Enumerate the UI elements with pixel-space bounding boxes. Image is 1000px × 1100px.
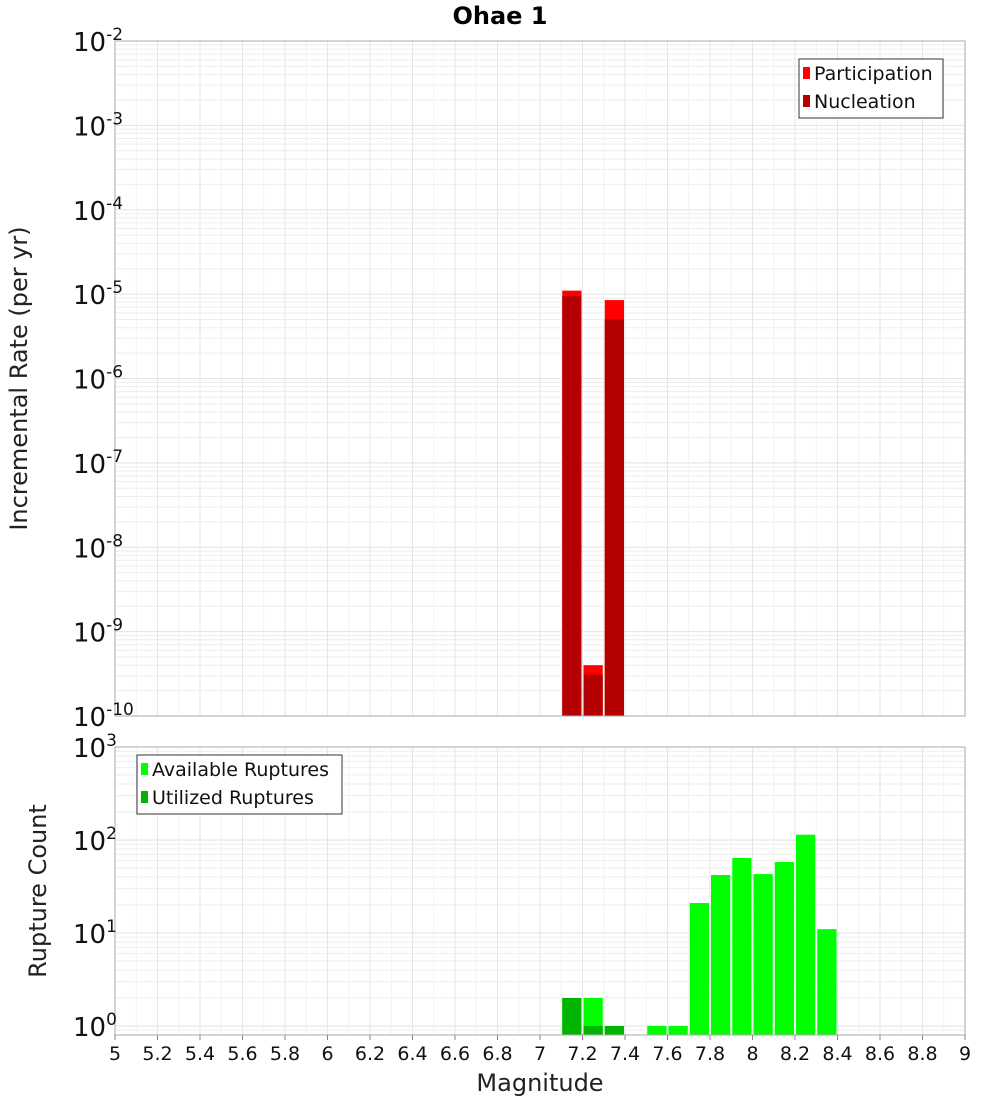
x-tick-label: 6.2 xyxy=(355,1043,385,1065)
x-tick-label: 8 xyxy=(746,1043,758,1065)
rate-y-axis-title: Incremental Rate (per yr) xyxy=(5,226,33,530)
count-bar-0-4 xyxy=(668,1025,688,1035)
legend-box xyxy=(136,754,343,815)
rate-plot-border xyxy=(114,40,966,717)
count-series-0 xyxy=(562,834,837,1035)
count-legend: Available Ruptures Utilized Ruptures xyxy=(136,754,343,815)
count-series-1 xyxy=(562,997,624,1035)
x-tick-label: 7.6 xyxy=(652,1043,682,1065)
legend-swatch xyxy=(803,67,810,79)
x-tick-label: 7.2 xyxy=(567,1043,597,1065)
rate-y-tick-label: 10-7 xyxy=(73,447,123,480)
rate-bar-1-0 xyxy=(562,296,582,716)
rate-y-tick-label: 10-8 xyxy=(73,531,123,564)
x-tick-label: 5.4 xyxy=(185,1043,215,1065)
rate-legend: Participation Nucleation xyxy=(798,58,944,119)
x-tick-label: 5 xyxy=(109,1043,121,1065)
legend-swatch xyxy=(803,95,810,107)
rate-y-tick-label: 10-4 xyxy=(73,194,123,227)
count-y-tick-label: 102 xyxy=(73,824,117,857)
rate-y-tick-label: 10-2 xyxy=(73,25,123,58)
count-bar-0-1 xyxy=(583,997,603,1035)
x-tick-label: 5.6 xyxy=(227,1043,257,1065)
rate-y-tick-label: 10-10 xyxy=(73,700,134,733)
rate-panel: 10-10 10-9 10-8 10-7 10-6 10-5 10-4 10-3 10-2 Inc… xyxy=(5,25,966,733)
legend-box xyxy=(798,58,944,119)
count-bar-0-10 xyxy=(796,834,816,1035)
count-y-tick-label: 100 xyxy=(73,1010,117,1043)
x-axis-title: Magnitude xyxy=(476,1069,603,1097)
x-tick-label: 8.8 xyxy=(907,1043,937,1065)
legend-label: Available Ruptures xyxy=(152,759,329,781)
count-bar-0-8 xyxy=(753,874,773,1035)
count-panel: 100 101 102 103 Rupture Count Available Ruptu… xyxy=(24,731,966,1043)
rate-series-1 xyxy=(562,296,624,716)
x-tick-label: 8.2 xyxy=(780,1043,810,1065)
legend-label: Nucleation xyxy=(814,91,916,113)
count-bar-1-0 xyxy=(562,997,582,1035)
chart-title: Ohae 1 xyxy=(452,2,547,30)
x-axis-ticks: 5 5.2 5.4 5.6 5.8 6 6.2 6.4 6.6 6.8 7 7.2 7.4 7.6 7.8 8… xyxy=(109,1035,971,1065)
count-bar-1-1 xyxy=(583,1025,603,1035)
legend-swatch xyxy=(141,763,148,775)
x-tick-label: 5.8 xyxy=(270,1043,300,1065)
x-tick-label: 6.6 xyxy=(440,1043,470,1065)
count-bar-0-9 xyxy=(774,861,794,1035)
count-bar-0-6 xyxy=(711,875,731,1035)
x-tick-label: 6 xyxy=(321,1043,333,1065)
x-tick-label: 8.4 xyxy=(822,1043,852,1065)
count-y-tick-label: 101 xyxy=(73,917,117,950)
x-tick-label: 9 xyxy=(959,1043,971,1065)
x-tick-label: 6.8 xyxy=(482,1043,512,1065)
legend-label: Participation xyxy=(814,63,933,85)
rate-y-tick-label: 10-6 xyxy=(73,363,123,396)
x-tick-label: 8.6 xyxy=(865,1043,895,1065)
legend-swatch xyxy=(141,791,148,803)
legend-label: Utilized Ruptures xyxy=(152,787,314,809)
rate-gridlines xyxy=(114,40,966,717)
count-bar-0-3 xyxy=(647,1025,667,1035)
count-bar-1-2 xyxy=(604,1025,624,1035)
count-bar-0-11 xyxy=(817,929,837,1035)
rate-bar-1-2 xyxy=(604,319,624,716)
x-tick-label: 7.8 xyxy=(695,1043,725,1065)
count-y-tick-label: 103 xyxy=(73,731,117,764)
x-tick-label: 7.4 xyxy=(610,1043,640,1065)
rate-bar-1-1 xyxy=(583,674,603,716)
rate-y-tick-label: 10-9 xyxy=(73,616,123,649)
count-y-axis-title: Rupture Count xyxy=(24,804,52,978)
count-bar-0-7 xyxy=(732,858,752,1035)
count-bar-0-5 xyxy=(689,903,709,1035)
rate-y-tick-label: 10-3 xyxy=(73,109,123,142)
x-tick-label: 7 xyxy=(534,1043,546,1065)
x-tick-label: 5.2 xyxy=(142,1043,172,1065)
x-tick-label: 6.4 xyxy=(397,1043,427,1065)
rate-y-tick-label: 10-5 xyxy=(73,278,123,311)
